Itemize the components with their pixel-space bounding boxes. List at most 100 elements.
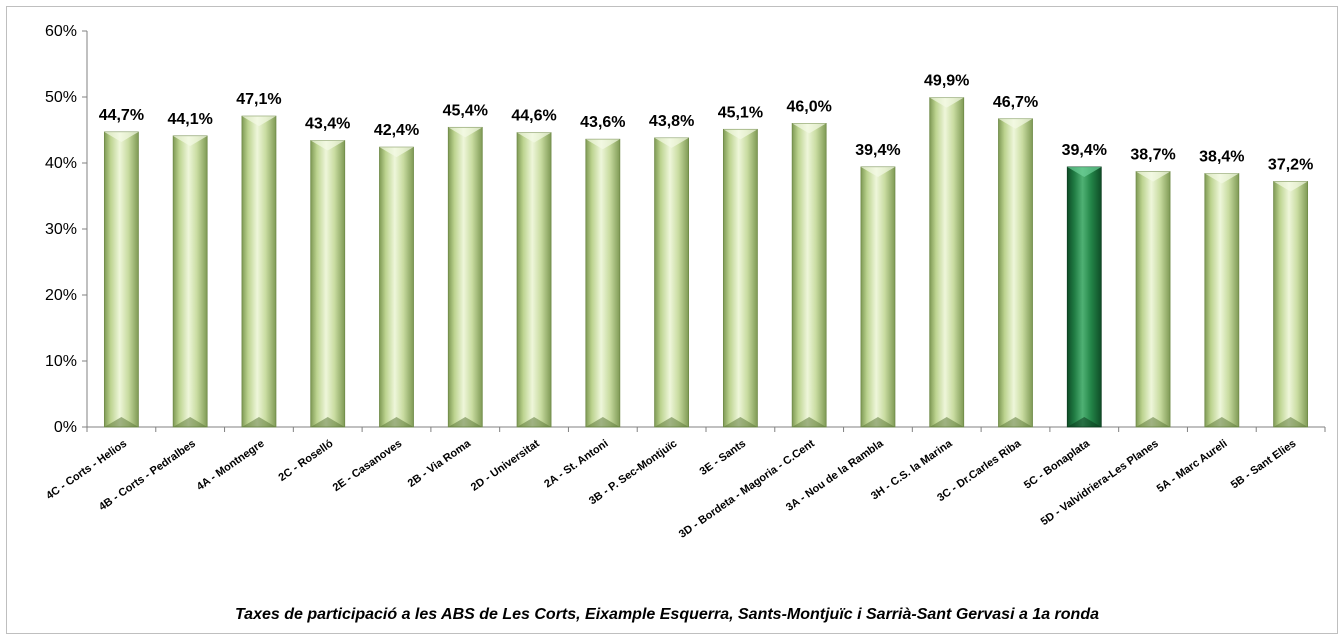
bar-body bbox=[929, 97, 965, 428]
bar-bevel-bottom bbox=[929, 417, 964, 427]
bar-bevel-bottom bbox=[1136, 417, 1171, 427]
category-label: 5C - Bonaplata bbox=[1022, 437, 1093, 492]
bar bbox=[379, 146, 414, 428]
category-label: 3E - Sants bbox=[698, 438, 748, 478]
data-label: 44,6% bbox=[511, 108, 556, 125]
bar bbox=[310, 140, 346, 428]
category-label: 2A - St. Antoni bbox=[542, 438, 610, 491]
bar-bevel-bottom bbox=[723, 417, 758, 427]
bar-bevel-top bbox=[860, 166, 895, 177]
bar bbox=[103, 131, 139, 428]
bar bbox=[998, 118, 1033, 428]
data-label: 38,7% bbox=[1130, 147, 1175, 164]
bar-bevel-top bbox=[1204, 173, 1239, 184]
category-label: 2C - Roselló bbox=[276, 437, 335, 483]
bar-bevel-top bbox=[723, 129, 758, 140]
data-label: 46,7% bbox=[993, 94, 1038, 111]
bar-body bbox=[310, 140, 346, 428]
bar bbox=[929, 97, 965, 428]
chart-title: Taxes de participació a les ABS de Les C… bbox=[235, 606, 1099, 623]
y-tick-label: 40% bbox=[45, 155, 77, 172]
bar-body bbox=[1135, 171, 1171, 428]
chart-frame: 0% 10% 20% 30% 40% 50% 60% 44,7% 44,1% 47,1% 43,4… bbox=[6, 6, 1338, 634]
data-label: 44,1% bbox=[167, 111, 212, 128]
y-tick-label: 20% bbox=[45, 287, 77, 304]
bar-bevel-top bbox=[654, 137, 689, 148]
y-tick-label: 10% bbox=[45, 353, 77, 370]
data-label: 46,0% bbox=[786, 98, 831, 115]
data-label: 42,4% bbox=[374, 122, 419, 139]
bar-body bbox=[654, 137, 690, 428]
bar-bevel-bottom bbox=[1204, 417, 1239, 427]
bar-body bbox=[791, 123, 827, 428]
data-label: 39,4% bbox=[1062, 142, 1107, 159]
bar-bevel-bottom bbox=[1273, 417, 1308, 427]
category-label: 5B - Sant Elies bbox=[1229, 438, 1298, 492]
bar-bevel-bottom bbox=[517, 417, 552, 427]
bar-chart: 0% 10% 20% 30% 40% 50% 60% 44,7% 44,1% 47,1% 43,4… bbox=[44, 23, 1326, 623]
bar-bevel-top bbox=[241, 116, 276, 127]
data-label: 38,4% bbox=[1199, 149, 1244, 166]
bar-bevel-bottom bbox=[860, 417, 895, 427]
bar-body bbox=[447, 126, 483, 428]
bar-body bbox=[103, 131, 139, 428]
bar-bevel-top bbox=[1136, 171, 1171, 182]
bar bbox=[654, 137, 690, 428]
bar-bevel-bottom bbox=[654, 417, 689, 427]
bar-body bbox=[1066, 166, 1102, 428]
data-label: 45,4% bbox=[443, 102, 488, 119]
bar-bevel-bottom bbox=[448, 417, 483, 427]
bar-bevel-bottom bbox=[310, 417, 345, 427]
y-tick-label: 50% bbox=[45, 89, 77, 106]
bar-body bbox=[172, 135, 208, 428]
bar bbox=[172, 135, 208, 428]
bar-bevel-bottom bbox=[1067, 417, 1102, 427]
category-label: 2E - Casanoves bbox=[331, 438, 405, 494]
category-label: 5A - Marc Aureli bbox=[1155, 438, 1230, 495]
bar-body bbox=[1273, 181, 1309, 428]
bar bbox=[585, 138, 621, 428]
bar-bevel-top bbox=[517, 132, 552, 143]
data-label: 43,4% bbox=[305, 116, 350, 133]
bar-body bbox=[860, 166, 896, 428]
category-label: 5D - Valvidriera-Les Planes bbox=[1039, 438, 1161, 528]
bar bbox=[791, 123, 827, 428]
bar bbox=[241, 115, 277, 428]
bar-bevel-top bbox=[173, 135, 208, 146]
bar-bevel-bottom bbox=[104, 417, 139, 427]
data-label: 47,1% bbox=[236, 91, 281, 108]
bar-body bbox=[516, 132, 552, 428]
y-tick-label: 0% bbox=[54, 419, 77, 436]
y-tick-label: 60% bbox=[45, 23, 77, 40]
bar bbox=[516, 132, 552, 428]
bar-bevel-top bbox=[310, 140, 345, 151]
data-label: 43,6% bbox=[580, 114, 625, 131]
bar-body bbox=[379, 146, 414, 428]
bar bbox=[1204, 173, 1240, 428]
bar-bevel-bottom bbox=[379, 417, 414, 427]
data-label: 37,2% bbox=[1268, 156, 1313, 173]
bar-body bbox=[998, 118, 1033, 428]
bar bbox=[447, 126, 483, 428]
bar-bevel-top bbox=[448, 127, 483, 138]
y-tick-label: 30% bbox=[45, 221, 77, 238]
bar-bevel-bottom bbox=[792, 417, 827, 427]
bar-bevel-top bbox=[998, 118, 1033, 129]
data-label: 39,4% bbox=[855, 142, 900, 159]
category-label: 2B - Via Roma bbox=[406, 437, 474, 490]
bar-body bbox=[1204, 173, 1240, 428]
bar-bevel-top bbox=[792, 123, 827, 134]
bar bbox=[1273, 181, 1309, 428]
bar-body bbox=[241, 115, 277, 428]
bar-bevel-bottom bbox=[998, 417, 1033, 427]
bar-bevel-bottom bbox=[173, 417, 208, 427]
bar-bevel-top bbox=[929, 97, 964, 108]
bar-bevel-top bbox=[379, 147, 414, 158]
category-label: 4A - Montnegre bbox=[195, 438, 267, 494]
data-label: 45,1% bbox=[718, 104, 763, 121]
category-label: 3D - Bordeta - Magoria - C.Cent bbox=[677, 437, 817, 540]
bar-bevel-top bbox=[1067, 166, 1102, 177]
data-label: 43,8% bbox=[649, 113, 694, 130]
bar-bevel-bottom bbox=[241, 417, 276, 427]
bar-bevel-bottom bbox=[585, 417, 620, 427]
